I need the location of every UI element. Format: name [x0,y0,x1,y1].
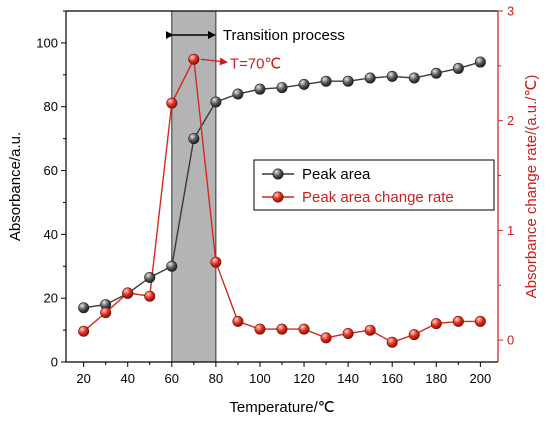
point-peak-area [166,260,178,272]
point-peak-area [430,67,442,79]
x-tick-label: 140 [337,371,359,386]
y2-tick-label: 2 [507,113,514,128]
x-tick-label: 80 [209,371,223,386]
x-tick-label: 160 [381,371,403,386]
point-change-rate [100,307,112,319]
x-tick-label: 120 [293,371,315,386]
point-change-rate [188,53,200,65]
point-peak-area [320,75,332,87]
y2-tick-label: 3 [507,4,514,19]
point-change-rate [386,336,398,348]
y-tick-label: 60 [44,163,58,178]
point-change-rate [210,256,222,268]
y2-tick-label: 1 [507,223,514,238]
y-tick-label: 0 [51,355,58,370]
point-change-rate [474,315,486,327]
x-tick-label: 200 [470,371,492,386]
legend-label-change-rate: Peak area change rate [302,189,454,206]
y-tick-label: 40 [44,227,58,242]
point-peak-area [342,75,354,87]
legend-box [253,159,495,211]
point-change-rate [144,290,156,302]
x-tick-label: 40 [120,371,134,386]
annotation-arrow [200,57,228,66]
point-change-rate [408,329,420,341]
point-peak-area [276,82,288,94]
point-change-rate [122,287,134,299]
point-peak-area [210,96,222,108]
x-tick-label: 180 [425,371,447,386]
annotation-label: T=70℃ [230,55,281,72]
x-tick-label: 100 [249,371,271,386]
y-tick-label: 20 [44,291,58,306]
point-change-rate [166,97,178,109]
legend-marker-change-rate [272,191,284,203]
legend-label-peak-area: Peak area [302,166,371,183]
point-change-rate [254,323,266,335]
point-change-rate [320,332,332,344]
point-change-rate [78,325,90,337]
transition-label: Transition process [223,27,345,44]
point-change-rate [232,315,244,327]
y2-tick-label: 0 [507,333,514,348]
point-peak-area [188,133,200,145]
point-peak-area [386,70,398,82]
x-tick-label: 20 [76,371,90,386]
point-peak-area [364,72,376,84]
y-axis-title: Absorbance/a.u. [7,132,24,241]
x-axis-title: Temperature/℃ [229,399,334,416]
y-tick-label: 100 [36,35,58,50]
point-change-rate [298,323,310,335]
point-peak-area [254,83,266,95]
y-tick-label: 80 [44,99,58,114]
point-change-rate [430,318,442,330]
x-tick-label: 60 [165,371,179,386]
transition-region [171,10,217,363]
legend: Peak area Peak area change rate [253,159,495,211]
point-peak-area [408,72,420,84]
point-change-rate [342,327,354,339]
y2-axis-title: Absorbance change rate/(a.u./℃) [523,75,540,299]
point-peak-area [474,56,486,68]
point-peak-area [78,302,90,314]
point-peak-area [298,78,310,90]
point-change-rate [364,324,376,336]
point-change-rate [276,323,288,335]
point-peak-area [452,62,464,74]
point-peak-area [144,271,156,283]
point-change-rate [452,315,464,327]
point-peak-area [232,88,244,100]
legend-marker-peak-area [272,168,284,180]
